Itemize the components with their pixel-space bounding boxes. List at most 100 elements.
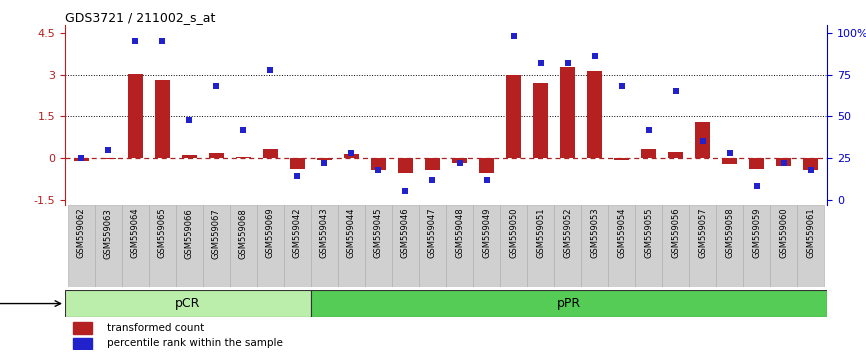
- Point: [345, 150, 359, 156]
- FancyBboxPatch shape: [176, 205, 203, 287]
- FancyBboxPatch shape: [284, 205, 311, 287]
- Point: [74, 155, 88, 161]
- Text: GSM559050: GSM559050: [509, 208, 518, 258]
- FancyBboxPatch shape: [743, 205, 770, 287]
- Bar: [587, 72, 602, 158]
- Bar: [155, 80, 170, 158]
- Bar: [804, 158, 818, 170]
- Text: GSM559055: GSM559055: [644, 208, 653, 258]
- FancyBboxPatch shape: [68, 205, 94, 287]
- Bar: [74, 158, 88, 161]
- Text: GSM559067: GSM559067: [212, 208, 221, 258]
- Text: GSM559056: GSM559056: [671, 208, 680, 258]
- FancyBboxPatch shape: [798, 205, 824, 287]
- Text: GSM559058: GSM559058: [725, 208, 734, 258]
- Bar: [452, 158, 467, 163]
- Text: GSM559066: GSM559066: [184, 208, 194, 258]
- FancyBboxPatch shape: [149, 205, 176, 287]
- Text: GSM559043: GSM559043: [320, 208, 329, 258]
- Point: [588, 53, 602, 59]
- Text: GSM559052: GSM559052: [563, 208, 572, 258]
- Point: [804, 167, 818, 173]
- FancyBboxPatch shape: [500, 205, 527, 287]
- Text: GSM559048: GSM559048: [455, 208, 464, 258]
- Bar: [236, 157, 251, 158]
- FancyBboxPatch shape: [392, 205, 419, 287]
- Point: [560, 60, 574, 66]
- Point: [210, 84, 223, 89]
- Bar: [290, 158, 305, 169]
- Bar: [128, 74, 143, 158]
- Point: [425, 177, 439, 183]
- Bar: [614, 158, 629, 160]
- Point: [318, 160, 332, 166]
- Bar: [479, 158, 494, 173]
- FancyBboxPatch shape: [229, 205, 257, 287]
- Text: GSM559069: GSM559069: [266, 208, 275, 258]
- Bar: [65, 290, 311, 317]
- FancyBboxPatch shape: [122, 205, 149, 287]
- Text: GDS3721 / 211002_s_at: GDS3721 / 211002_s_at: [65, 11, 216, 24]
- Bar: [182, 155, 197, 158]
- Bar: [776, 158, 792, 166]
- FancyBboxPatch shape: [770, 205, 798, 287]
- Text: pCR: pCR: [175, 297, 201, 310]
- Point: [155, 39, 169, 44]
- Text: GSM559065: GSM559065: [158, 208, 167, 258]
- Text: GSM559059: GSM559059: [753, 208, 761, 258]
- Text: percentile rank within the sample: percentile rank within the sample: [107, 338, 282, 348]
- Text: GSM559051: GSM559051: [536, 208, 545, 258]
- Point: [263, 67, 277, 73]
- Text: GSM559049: GSM559049: [482, 208, 491, 258]
- Point: [128, 39, 142, 44]
- Text: GSM559061: GSM559061: [806, 208, 815, 258]
- Bar: [371, 158, 386, 170]
- Point: [533, 60, 547, 66]
- Text: GSM559046: GSM559046: [401, 208, 410, 258]
- FancyBboxPatch shape: [716, 205, 743, 287]
- Bar: [317, 158, 332, 160]
- Bar: [695, 122, 710, 158]
- Bar: [749, 158, 764, 169]
- FancyBboxPatch shape: [473, 205, 500, 287]
- Point: [236, 127, 250, 133]
- FancyBboxPatch shape: [419, 205, 446, 287]
- Bar: [311, 290, 827, 317]
- Text: GSM559064: GSM559064: [131, 208, 139, 258]
- FancyBboxPatch shape: [94, 205, 122, 287]
- Text: GSM559062: GSM559062: [77, 208, 86, 258]
- Text: GSM559063: GSM559063: [104, 208, 113, 258]
- FancyBboxPatch shape: [662, 205, 689, 287]
- Point: [290, 173, 304, 179]
- Point: [101, 147, 115, 153]
- Point: [615, 84, 629, 89]
- Bar: [506, 75, 521, 158]
- Bar: [344, 154, 359, 158]
- FancyBboxPatch shape: [608, 205, 635, 287]
- Bar: [560, 67, 575, 158]
- Point: [669, 88, 682, 94]
- Bar: [641, 149, 656, 158]
- Point: [642, 127, 656, 133]
- FancyBboxPatch shape: [365, 205, 392, 287]
- Bar: [263, 149, 278, 158]
- Bar: [398, 158, 413, 172]
- FancyBboxPatch shape: [689, 205, 716, 287]
- Point: [777, 160, 791, 166]
- Text: GSM559057: GSM559057: [698, 208, 708, 258]
- Bar: [73, 337, 92, 349]
- Point: [750, 184, 764, 189]
- Bar: [669, 152, 683, 158]
- FancyBboxPatch shape: [311, 205, 338, 287]
- Text: GSM559044: GSM559044: [347, 208, 356, 258]
- FancyBboxPatch shape: [203, 205, 229, 287]
- Text: GSM559047: GSM559047: [428, 208, 437, 258]
- Point: [480, 177, 494, 183]
- Point: [723, 150, 737, 156]
- Text: transformed count: transformed count: [107, 323, 204, 333]
- Text: GSM559042: GSM559042: [293, 208, 302, 258]
- FancyBboxPatch shape: [257, 205, 284, 287]
- FancyBboxPatch shape: [635, 205, 662, 287]
- Point: [507, 34, 520, 39]
- Text: pPR: pPR: [557, 297, 581, 310]
